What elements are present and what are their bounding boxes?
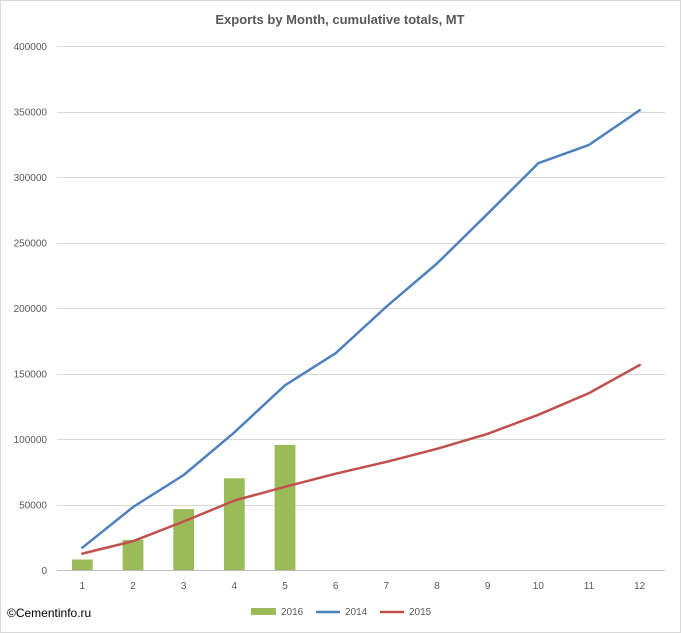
legend-label-2015: 2015	[409, 607, 432, 618]
y-tick-label: 100000	[14, 435, 48, 446]
line-2014	[81, 108, 641, 549]
y-tick-label: 250000	[14, 239, 48, 250]
x-tick-label: 8	[434, 581, 440, 592]
y-tick-label: 0	[41, 566, 47, 577]
x-tick-label: 11	[584, 581, 595, 592]
legend-label-2014: 2014	[345, 607, 368, 618]
x-tick-label: 4	[232, 581, 238, 592]
x-tick-label: 9	[485, 581, 491, 592]
bar-2016-1	[71, 559, 93, 570]
x-tick-label: 7	[384, 581, 390, 592]
y-tick-label: 150000	[14, 370, 48, 381]
bar-2016-5	[274, 444, 296, 570]
gridlines	[57, 46, 665, 571]
legend-label-2016: 2016	[281, 607, 304, 618]
bar-2016-2	[122, 539, 144, 570]
y-tick-label: 350000	[14, 108, 48, 119]
line-series	[81, 108, 641, 555]
copyright-notice: ©Cementinfo.ru	[7, 606, 92, 620]
y-tick-label: 300000	[14, 173, 48, 184]
line-2015	[81, 363, 641, 555]
x-tick-label: 6	[333, 581, 339, 592]
bar-2016-4	[223, 478, 245, 570]
legend: 2016 2014 2015	[251, 607, 432, 618]
x-tick-label: 12	[634, 581, 646, 592]
y-axis: 0 50000 100000 150000 200000 250000 300000 3500…	[14, 42, 48, 577]
chart-title: Exports by Month, cumulative totals, MT	[215, 12, 464, 27]
y-tick-label: 200000	[14, 304, 48, 315]
x-tick-label: 1	[80, 581, 86, 592]
x-tick-label: 3	[181, 581, 187, 592]
bar-series-2016	[71, 444, 296, 570]
x-axis: 1 2 3 4 5 6 7 8 9 10 11 12	[80, 581, 646, 592]
x-tick-label: 5	[282, 581, 288, 592]
y-tick-label: 50000	[19, 501, 47, 512]
x-tick-label: 2	[130, 581, 136, 592]
x-tick-label: 10	[533, 581, 545, 592]
legend-swatch-2016	[251, 608, 276, 615]
y-tick-label: 400000	[14, 42, 48, 53]
